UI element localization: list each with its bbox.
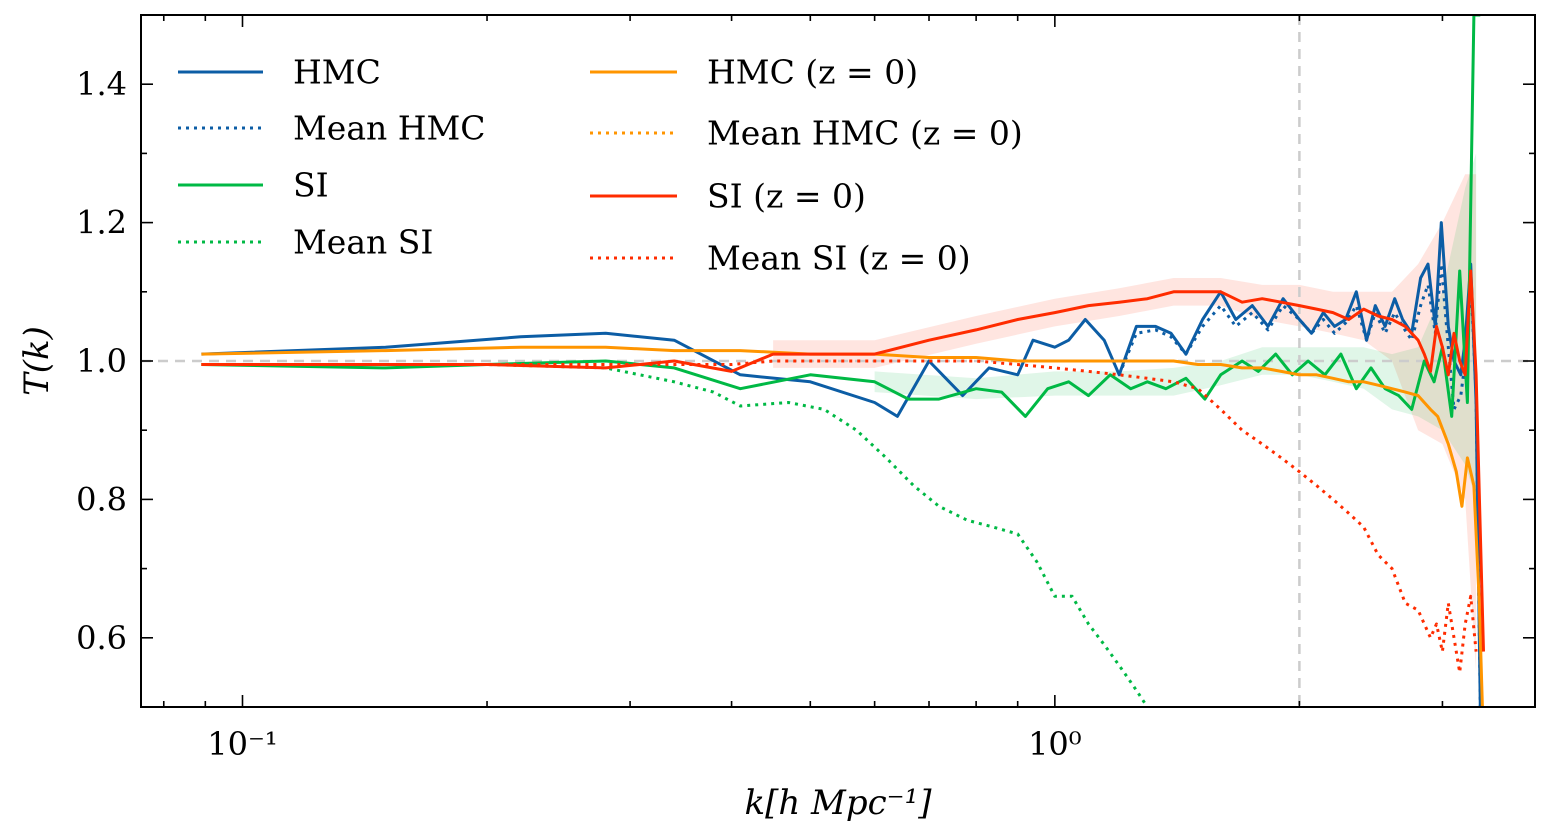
series-line [201, 15, 1481, 418]
legend-item: SI [178, 166, 329, 205]
legend: HMC Mean HMC SI Mean SI HMC (z = 0) Mean… [178, 53, 1023, 278]
series-lines [201, 15, 1485, 707]
y-axis-tick-labels: 0.6 0.8 1.0 1.2 1.4 [76, 65, 127, 657]
legend-item: Mean SI (z = 0) [590, 239, 971, 278]
y-tick-label: 0.8 [76, 480, 127, 518]
x-tick-label: 10⁰ [1028, 725, 1082, 763]
confidence-band [773, 174, 1477, 673]
x-axis-title: k[h Mpc⁻¹] [744, 783, 932, 823]
series-line [201, 269, 1485, 652]
legend-label: HMC (z = 0) [707, 53, 918, 92]
legend-item: SI (z = 0) [590, 177, 866, 216]
legend-label: HMC [293, 53, 381, 92]
legend-item: HMC (z = 0) [590, 53, 918, 92]
legend-label: Mean SI [293, 223, 433, 262]
legend-item: Mean HMC (z = 0) [590, 114, 1023, 153]
legend-label: Mean SI (z = 0) [707, 239, 971, 278]
y-tick-label: 1.4 [76, 65, 127, 103]
y-tick-label: 1.0 [76, 342, 127, 380]
x-axis-tick-labels: 10⁻¹ 10⁰ [207, 725, 1081, 763]
confidence-bands [773, 153, 1477, 673]
legend-label: Mean HMC (z = 0) [707, 114, 1023, 153]
axis-ticks [141, 14, 1535, 708]
series-line [1117, 262, 1482, 707]
legend-item: Mean HMC [178, 109, 486, 148]
legend-label: SI (z = 0) [707, 177, 866, 216]
legend-label: Mean HMC [293, 109, 486, 148]
y-tick-label: 1.2 [76, 204, 127, 242]
reference-lines [141, 15, 1535, 707]
legend-item: HMC [178, 53, 381, 92]
x-tick-label: 10⁻¹ [207, 725, 277, 763]
y-axis-title: T(k) [17, 326, 57, 396]
y-tick-label: 0.6 [76, 619, 127, 657]
legend-item: Mean SI [178, 223, 433, 262]
series-line [201, 221, 1482, 707]
legend-label: SI [293, 166, 329, 205]
